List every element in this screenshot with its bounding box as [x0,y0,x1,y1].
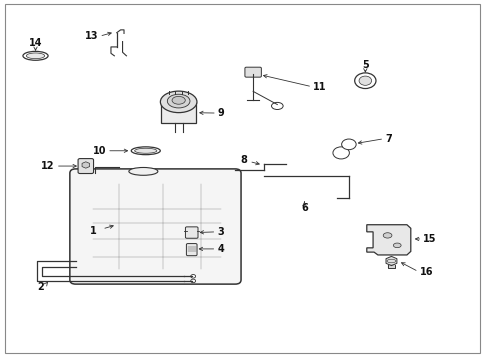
Text: 4: 4 [217,244,224,254]
FancyBboxPatch shape [244,67,261,77]
Text: 5: 5 [361,60,368,70]
Text: 13: 13 [85,31,98,41]
Ellipse shape [160,91,197,112]
Polygon shape [82,162,90,168]
Text: 16: 16 [419,267,432,277]
Text: 15: 15 [423,234,436,244]
Text: 2: 2 [37,282,44,292]
Ellipse shape [135,148,157,153]
Text: 3: 3 [217,227,224,237]
Text: 1: 1 [90,226,96,236]
Polygon shape [385,256,396,266]
Ellipse shape [190,275,195,278]
FancyBboxPatch shape [161,102,196,124]
Text: 8: 8 [240,155,247,165]
Circle shape [332,147,348,159]
FancyBboxPatch shape [70,169,241,284]
Ellipse shape [167,94,190,108]
Text: 14: 14 [29,37,42,47]
Ellipse shape [393,243,400,248]
Ellipse shape [23,51,48,60]
Circle shape [354,73,375,89]
FancyBboxPatch shape [78,159,93,174]
Polygon shape [366,225,410,255]
Text: 6: 6 [301,203,307,213]
Ellipse shape [172,96,185,104]
Text: 7: 7 [384,134,391,144]
Circle shape [358,76,371,85]
Ellipse shape [271,102,283,110]
Ellipse shape [382,233,391,238]
Text: 12: 12 [41,161,55,171]
Ellipse shape [129,167,158,175]
FancyBboxPatch shape [185,227,197,238]
Text: 11: 11 [313,82,326,92]
Ellipse shape [131,147,160,155]
Ellipse shape [26,53,45,59]
Ellipse shape [190,279,195,283]
Circle shape [341,139,355,150]
FancyBboxPatch shape [186,243,197,256]
Text: 10: 10 [92,146,106,156]
Text: 9: 9 [217,108,224,118]
